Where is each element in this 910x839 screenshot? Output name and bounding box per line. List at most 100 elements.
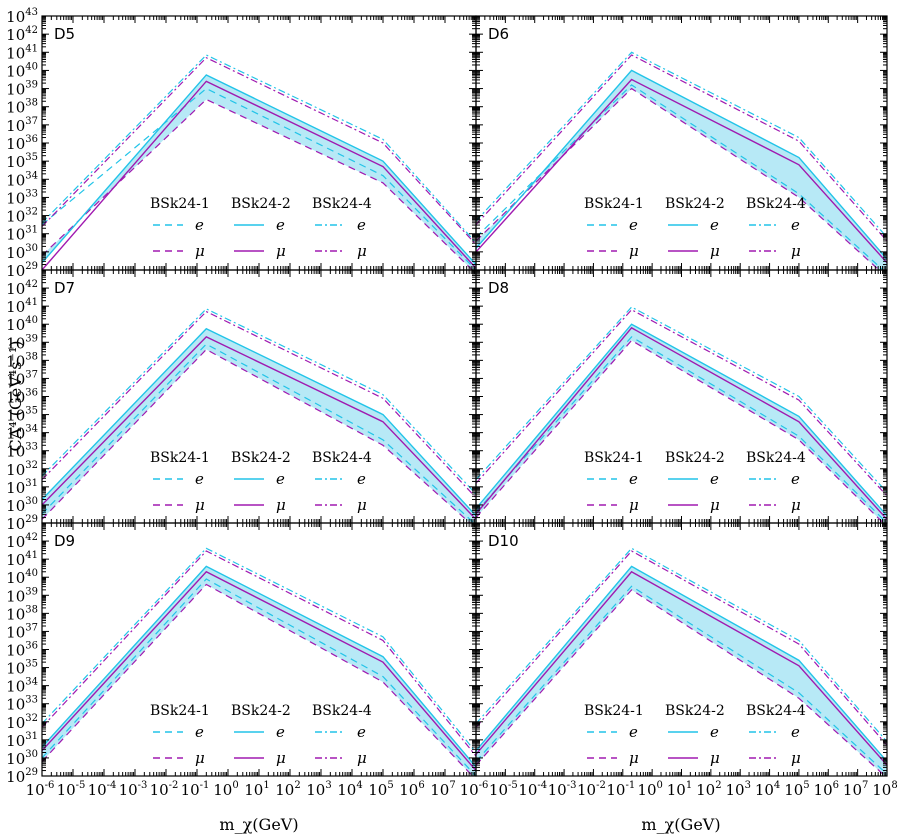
series-bsk24-2-mu: [42, 336, 476, 520]
y-tick-label: 1031: [6, 225, 38, 244]
panel-frame: [41, 15, 477, 271]
panel-label: D7: [54, 279, 75, 297]
x-tick-label: 10-5: [489, 780, 518, 799]
series-bsk24-2-mu: [476, 570, 887, 766]
x-tick-label: 101: [244, 780, 269, 799]
y-tick-label: 1037: [6, 116, 38, 135]
uncertainty-band: [476, 70, 887, 270]
legend-entry-label: μ: [791, 242, 801, 260]
y-tick-label: 1031: [6, 478, 38, 497]
y-tick-label: 1033: [6, 188, 38, 207]
y-tick-label: 1032: [6, 713, 38, 732]
panel-d5: 1029103010311032103310341035103610371038…: [6, 7, 477, 280]
panel-label: D10: [488, 532, 519, 550]
uncertainty-band: [42, 328, 476, 523]
legend-entry-label: e: [357, 216, 366, 234]
series-bsk24-1-mu: [42, 98, 474, 270]
y-tick-label: 1033: [6, 442, 38, 461]
y-tick-label: 1030: [6, 496, 38, 515]
x-tick-label: 105: [368, 780, 393, 799]
legend-entry-label: e: [276, 723, 285, 741]
legend-entry-label: e: [357, 723, 366, 741]
legend-entry-label: e: [629, 723, 638, 741]
legend-group-label: BSk24-4: [312, 450, 372, 466]
legend-entry-label: μ: [791, 496, 801, 514]
series-bsk24-1-mu: [42, 348, 471, 523]
series-bsk24-4-mu: [476, 54, 887, 242]
legend-entry-label: μ: [629, 496, 639, 514]
legend-group-label: BSk24-4: [746, 450, 806, 466]
axis-titles: CΛ⁴ (GeV⁴s⁻¹) m_χ(GeV) m_χ(GeV): [6, 340, 721, 834]
x-tick-label: 10-1: [606, 780, 635, 799]
x-tick-label: 104: [337, 780, 362, 799]
y-tick-label: 1033: [6, 695, 38, 714]
x-axis-title-right: m_χ(GeV): [641, 815, 720, 834]
series-bsk24-2-mu: [476, 326, 887, 520]
y-tick-label: 1042: [6, 532, 38, 551]
uncertainty-band: [476, 566, 887, 776]
legend-entry-label: e: [357, 470, 366, 488]
y-tick-label: 1040: [6, 315, 38, 334]
y-tick-label: 1032: [6, 207, 38, 226]
x-tick-label: 100: [213, 780, 238, 799]
y-tick-label: 1041: [6, 550, 38, 569]
x-tick-label: 10-6: [26, 780, 55, 799]
y-tick-label: 1034: [6, 677, 38, 696]
series-bsk24-1-mu: [476, 589, 886, 776]
legend-entry-label: μ: [710, 242, 720, 260]
legend-entry-label: μ: [629, 749, 639, 767]
panel-frame: [475, 15, 888, 271]
legend-group-label: BSk24-1: [150, 450, 210, 466]
legend-group-label: BSk24-4: [312, 196, 372, 212]
ticks: [475, 269, 888, 524]
legend-entry-label: e: [276, 470, 285, 488]
y-tick-label: 1040: [6, 568, 38, 587]
panel-label: D5: [54, 25, 75, 43]
legend-entry-label: e: [791, 470, 800, 488]
panel-frame: [475, 269, 888, 524]
y-axis-title: CΛ⁴ (GeV⁴s⁻¹): [6, 340, 25, 451]
series-bsk24-1-mu: [42, 583, 474, 776]
legend-group-label: BSk24-1: [150, 196, 210, 212]
legend-entry-label: e: [195, 470, 204, 488]
x-tick-label: 10-2: [150, 780, 179, 799]
uncertainty-band: [42, 74, 476, 270]
x-tick-label: 10-4: [518, 780, 547, 799]
legend-entry-label: μ: [357, 749, 367, 767]
x-tick-label: 100: [637, 780, 662, 799]
y-tick-label: 1036: [6, 641, 38, 660]
legend-group-label: BSk24-4: [312, 703, 372, 719]
x-tick-label: 103: [306, 780, 331, 799]
y-tick-label: 1039: [6, 80, 38, 99]
series-bsk24-2-e: [476, 69, 887, 260]
legend-entry-label: e: [710, 216, 719, 234]
legend-entry-label: μ: [710, 496, 720, 514]
panel-label: D6: [488, 25, 509, 43]
series-bsk24-4-e: [42, 308, 476, 495]
series-bsk24-2-e: [476, 565, 887, 763]
x-tick-label: 10-4: [88, 780, 117, 799]
y-tick-label: 1041: [6, 43, 38, 62]
legend-entry-label: e: [195, 216, 204, 234]
y-tick-label: 1035: [6, 152, 38, 171]
series-bsk24-4-mu: [42, 310, 476, 499]
y-tick-label: 1037: [6, 622, 38, 641]
legend-entry-label: μ: [276, 496, 286, 514]
series-bsk24-2-mu: [42, 80, 476, 270]
x-tick-label: 10-3: [548, 780, 577, 799]
legend-group-label: BSk24-1: [584, 703, 644, 719]
x-tick-label: 107: [430, 780, 455, 799]
panel-frame: [475, 522, 888, 777]
legend-entry-label: μ: [276, 242, 286, 260]
y-tick-label: 1030: [6, 243, 38, 262]
ticks: [41, 522, 477, 777]
y-tick-label: 1041: [6, 297, 38, 316]
y-tick-label: 1039: [6, 586, 38, 605]
panel-d10: 10-6 10-5 10-4 10-3 10-2 10-1 100 101 102 103 104 1…: [460, 522, 898, 799]
legend-entry-label: μ: [357, 496, 367, 514]
plot-area: [42, 308, 476, 523]
x-axis-title-left: m_χ(GeV): [219, 815, 298, 834]
